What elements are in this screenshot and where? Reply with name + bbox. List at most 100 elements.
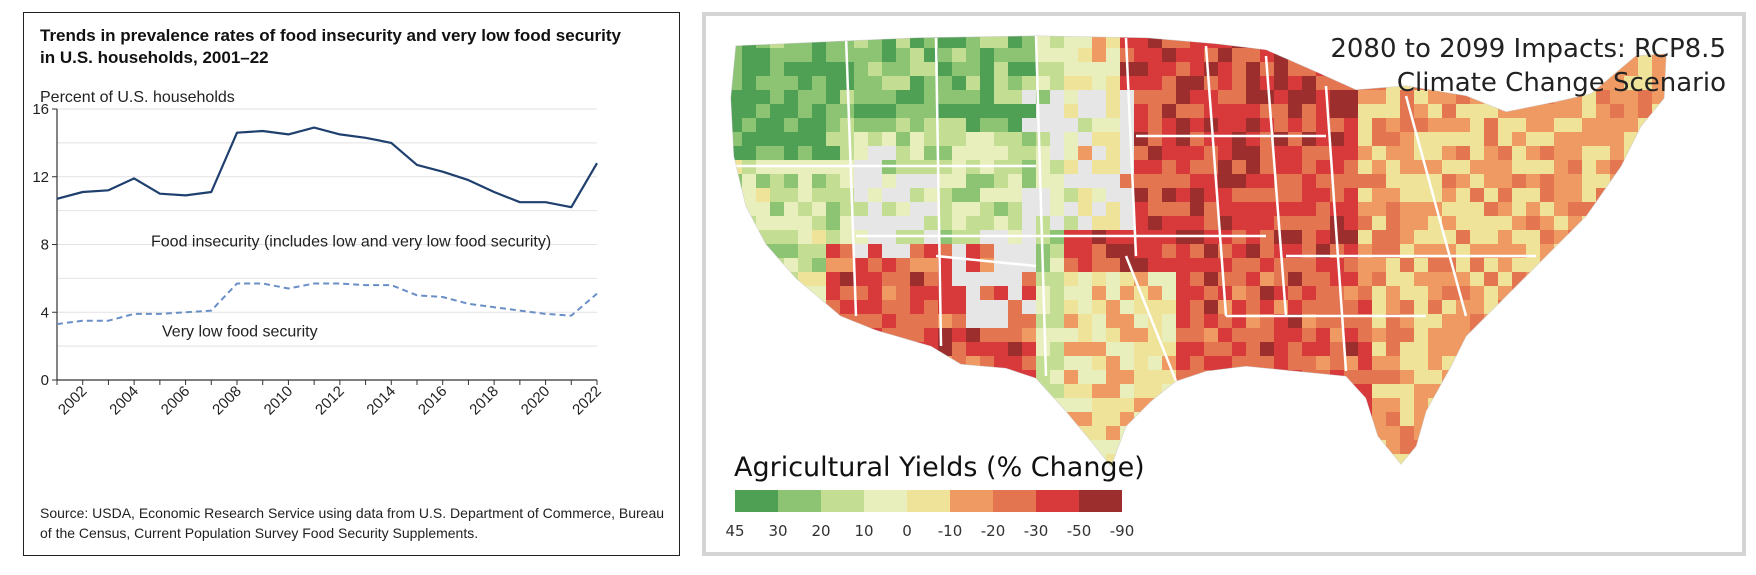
county-cell (840, 272, 855, 287)
county-cell (882, 314, 897, 329)
county-cell (1540, 398, 1555, 413)
county-cell (1330, 412, 1345, 427)
county-cell (770, 412, 785, 427)
county-cell (1190, 454, 1205, 466)
county-cell (980, 272, 995, 287)
county-cell (868, 36, 883, 49)
county-cell (1372, 104, 1387, 119)
county-cell (1260, 146, 1275, 161)
county-cell (952, 412, 967, 427)
county-cell (756, 118, 771, 133)
county-cell (770, 62, 785, 77)
county-cell (1162, 48, 1177, 63)
county-cell (1316, 36, 1331, 49)
county-cell (1358, 440, 1373, 455)
county-cell (1610, 244, 1625, 259)
county-cell (1190, 300, 1205, 315)
county-cell (1008, 370, 1023, 385)
county-cell (1428, 398, 1443, 413)
county-cell (1218, 384, 1233, 399)
county-cell (1218, 48, 1233, 63)
county-cell (1428, 440, 1443, 455)
county-cell (1428, 132, 1443, 147)
county-cell (1526, 300, 1541, 315)
county-cell (812, 384, 827, 399)
county-cell (731, 300, 743, 315)
county-cell (1204, 314, 1219, 329)
county-cell (1316, 48, 1331, 63)
county-cell (1652, 258, 1666, 273)
county-cell (1162, 412, 1177, 427)
county-cell (1652, 76, 1666, 91)
county-cell (1526, 468, 1541, 483)
county-cell (882, 356, 897, 371)
county-cell (1190, 328, 1205, 343)
county-cell (1316, 62, 1331, 77)
county-cell (1624, 440, 1639, 455)
county-cell (1274, 230, 1289, 245)
county-cell (980, 174, 995, 189)
county-cell (910, 426, 925, 441)
county-cell (1386, 90, 1401, 105)
county-cell (1512, 160, 1527, 175)
county-cell (1246, 356, 1261, 371)
county-cell (980, 314, 995, 329)
county-cell (966, 426, 981, 441)
county-cell (1540, 174, 1555, 189)
county-cell (1064, 314, 1079, 329)
county-cell (1554, 202, 1569, 217)
county-cell (1428, 230, 1443, 245)
county-cell (1260, 370, 1275, 385)
county-cell (731, 398, 743, 413)
county-cell (1372, 356, 1387, 371)
county-cell (966, 188, 981, 203)
county-cell (1358, 412, 1373, 427)
x-tick-label: 2012 (312, 383, 348, 419)
county-cell (1554, 468, 1569, 483)
county-cell (1484, 342, 1499, 357)
county-cell (1512, 468, 1527, 483)
county-cell (1596, 342, 1611, 357)
county-cell (1666, 258, 1681, 273)
county-cell (1246, 258, 1261, 273)
county-cell (1442, 440, 1457, 455)
county-cell (812, 314, 827, 329)
county-cell (1456, 188, 1471, 203)
county-cell (1078, 328, 1093, 343)
county-cell (1638, 90, 1653, 105)
county-cell (1596, 468, 1611, 483)
county-cell (1638, 398, 1653, 413)
county-cell (1330, 314, 1345, 329)
county-cell (1456, 174, 1471, 189)
county-cell (1624, 398, 1639, 413)
county-cell (1120, 384, 1135, 399)
county-cell (742, 104, 757, 119)
county-cell (1456, 328, 1471, 343)
county-cell (840, 412, 855, 427)
county-cell (1498, 174, 1513, 189)
county-cell (1162, 328, 1177, 343)
county-cell (1526, 412, 1541, 427)
county-cell (1246, 398, 1261, 413)
county-cell (1106, 216, 1121, 231)
county-cell (1162, 398, 1177, 413)
county-cell (882, 146, 897, 161)
county-cell (1246, 202, 1261, 217)
legend-tick-label: -50 (1066, 522, 1092, 540)
county-cell (784, 300, 799, 315)
county-cell (1008, 202, 1023, 217)
county-cell (1288, 384, 1303, 399)
county-cell (924, 244, 939, 259)
county-cell (1008, 314, 1023, 329)
county-cell (1526, 328, 1541, 343)
county-cell (1008, 216, 1023, 231)
county-cell (1316, 216, 1331, 231)
county-cell (938, 202, 953, 217)
county-cell (952, 342, 967, 357)
county-cell (1176, 202, 1191, 217)
county-cell (1624, 174, 1639, 189)
legend-swatch (864, 490, 907, 512)
county-cell (1344, 146, 1359, 161)
map-title-line-1: 2080 to 2099 Impacts: RCP8.5 (1330, 34, 1726, 64)
county-cell (1358, 384, 1373, 399)
